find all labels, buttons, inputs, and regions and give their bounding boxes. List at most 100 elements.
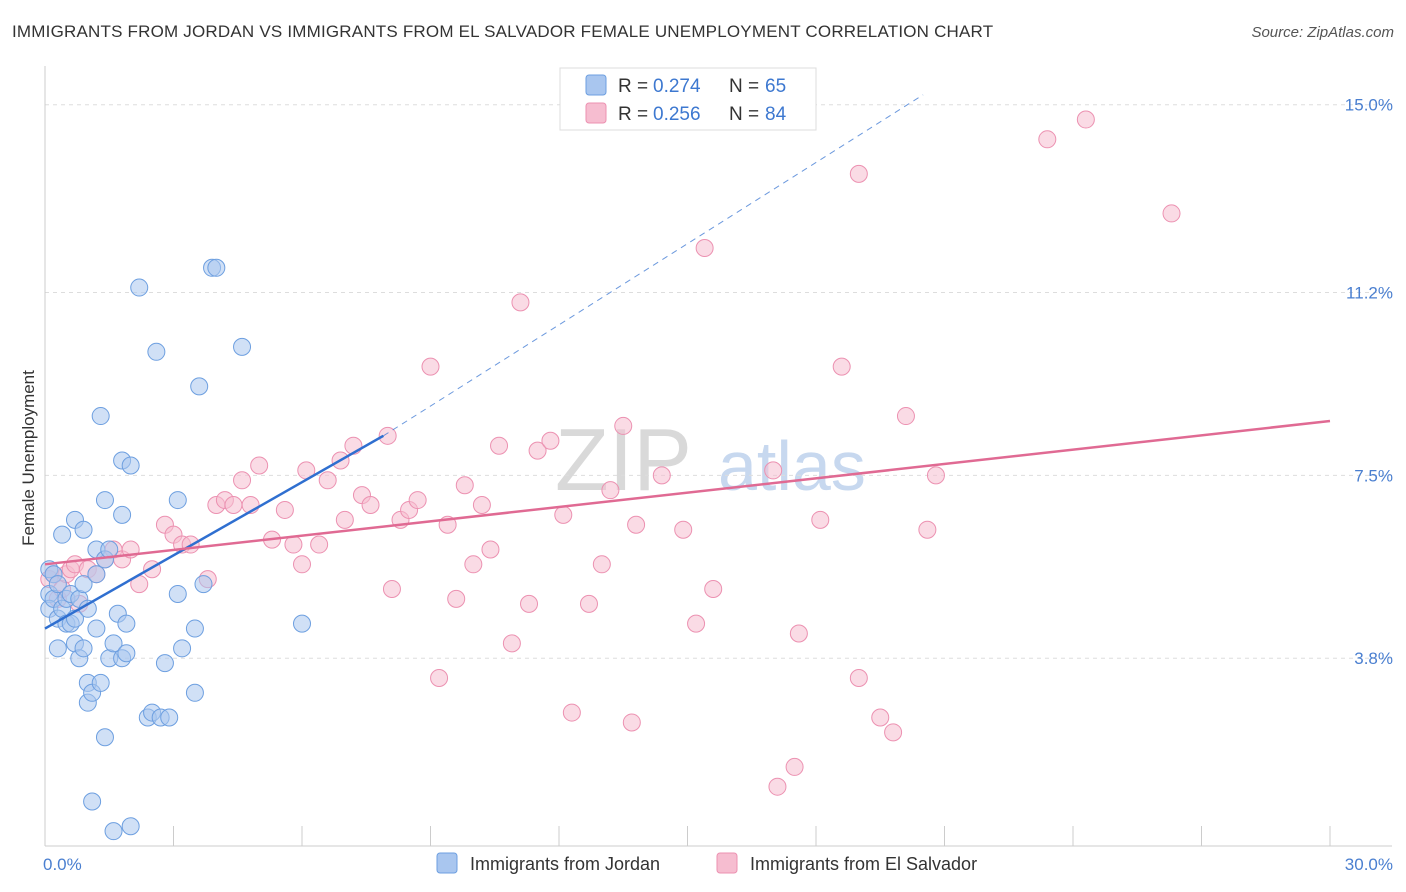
salvador-point-60: [579, 594, 598, 613]
jordan-point-19: [74, 520, 93, 539]
x-tick-label-0: 0.0%: [43, 855, 82, 874]
bottom-legend-salvador: Immigrants from El Salvador: [750, 854, 977, 874]
salvador-point-80: [884, 723, 903, 742]
salvador-point-83: [926, 466, 945, 485]
y-tick-label-0: 3.8%: [1354, 649, 1393, 668]
jordan-point-31: [91, 407, 110, 426]
jordan-point-37: [104, 634, 123, 653]
salvador-point-23: [224, 496, 243, 515]
jordan-point-38: [104, 822, 123, 841]
salvador-point-86: [1162, 204, 1181, 223]
legend-salvador-r-label: R =: [618, 104, 648, 125]
salvador-point-52: [490, 436, 509, 455]
salvador-point-68: [687, 614, 706, 633]
salvador-point-72: [768, 777, 787, 796]
salvador-point-54: [511, 293, 530, 312]
jordan-trend-extension: [383, 94, 924, 437]
jordan-point-46: [121, 456, 140, 475]
salvador-point-33: [318, 471, 337, 490]
legend-salvador-n-label: N =: [729, 104, 759, 125]
salvador-point-56: [528, 441, 547, 460]
salvador-point-29: [284, 535, 303, 554]
trend-lines: [44, 94, 1331, 630]
salvador-trend-line: [44, 419, 1331, 566]
jordan-point-59: [190, 377, 209, 396]
jordan-point-60: [194, 575, 213, 594]
jordan-point-28: [87, 565, 106, 584]
x-tick-label-1: 30.0%: [1345, 855, 1393, 874]
jordan-point-56: [173, 639, 192, 658]
jordan-point-34: [95, 728, 114, 747]
legend-jordan-n-label: N =: [729, 76, 759, 97]
jordan-point-44: [117, 644, 136, 663]
data-points: [40, 110, 1181, 841]
salvador-point-55: [520, 594, 539, 613]
y-tick-label-3: 15.0%: [1345, 96, 1393, 115]
jordan-point-7: [48, 639, 67, 658]
salvador-point-84: [1038, 130, 1057, 149]
jordan-point-43: [117, 614, 136, 633]
jordan-point-25: [83, 792, 102, 811]
legend-jordan-r-value: 0.274: [653, 76, 701, 97]
jordan-point-58: [185, 619, 204, 638]
salvador-point-44: [421, 357, 440, 376]
y-tick-label-1: 7.5%: [1354, 466, 1393, 485]
x-tick-labels: 0.0% 30.0%: [43, 855, 1393, 874]
legend-jordan-n-value: 65: [765, 76, 786, 97]
y-tick-labels: 3.8% 7.5% 11.2% 15.0%: [1345, 96, 1393, 668]
legend: R = 0.274 N = 65 R = 0.256 N = 84: [559, 67, 817, 131]
salvador-point-35: [335, 510, 354, 529]
salvador-point-69: [695, 239, 714, 258]
salvador-point-26: [250, 456, 269, 475]
jordan-point-42: [113, 505, 132, 524]
jordan-point-32: [95, 491, 114, 510]
y-axis-label: Female Unemployment: [19, 370, 38, 546]
salvador-point-74: [789, 624, 808, 643]
salvador-point-77: [849, 164, 868, 183]
salvador-point-65: [627, 515, 646, 534]
salvador-point-53: [502, 634, 521, 653]
jordan-point-50: [147, 342, 166, 361]
bottom-legend-swatch-jordan: [436, 852, 458, 874]
salvador-point-66: [652, 466, 671, 485]
jordan-point-29: [87, 619, 106, 638]
salvador-point-51: [481, 540, 500, 559]
jordan-point-47: [130, 278, 149, 297]
bottom-legend-jordan: Immigrants from Jordan: [470, 854, 660, 874]
salvador-point-49: [464, 555, 483, 574]
watermark-atlas: atlas: [718, 427, 866, 505]
grid-lines: [45, 104, 1392, 659]
axes: [44, 66, 1392, 847]
jordan-point-45: [121, 817, 140, 836]
legend-swatch-jordan: [585, 74, 607, 96]
salvador-point-40: [382, 580, 401, 599]
jordan-point-20: [74, 575, 93, 594]
salvador-point-81: [896, 407, 915, 426]
salvador-point-63: [614, 416, 633, 435]
salvador-point-85: [1076, 110, 1095, 129]
salvador-point-82: [918, 520, 937, 539]
salvador-point-71: [764, 461, 783, 480]
salvador-point-57: [541, 431, 560, 450]
salvador-point-79: [871, 708, 890, 727]
jordan-point-21: [74, 639, 93, 658]
jordan-point-5: [48, 575, 67, 594]
salvador-point-38: [361, 496, 380, 515]
jordan-point-62: [207, 258, 226, 277]
salvador-point-24: [233, 471, 252, 490]
salvador-point-61: [592, 555, 611, 574]
salvador-point-76: [832, 357, 851, 376]
bottom-legend-swatch-salvador: [716, 852, 738, 874]
salvador-point-73: [785, 757, 804, 776]
jordan-trend-line: [44, 434, 385, 630]
jordan-point-8: [53, 525, 72, 544]
salvador-point-70: [704, 580, 723, 599]
bottom-legend: Immigrants from Jordan Immigrants from E…: [436, 852, 977, 874]
jordan-point-30: [91, 673, 110, 692]
jordan-point-64: [293, 614, 311, 633]
jordan-point-57: [185, 683, 204, 702]
salvador-point-59: [562, 703, 581, 722]
salvador-point-50: [472, 496, 491, 515]
salvador-point-67: [674, 520, 693, 539]
